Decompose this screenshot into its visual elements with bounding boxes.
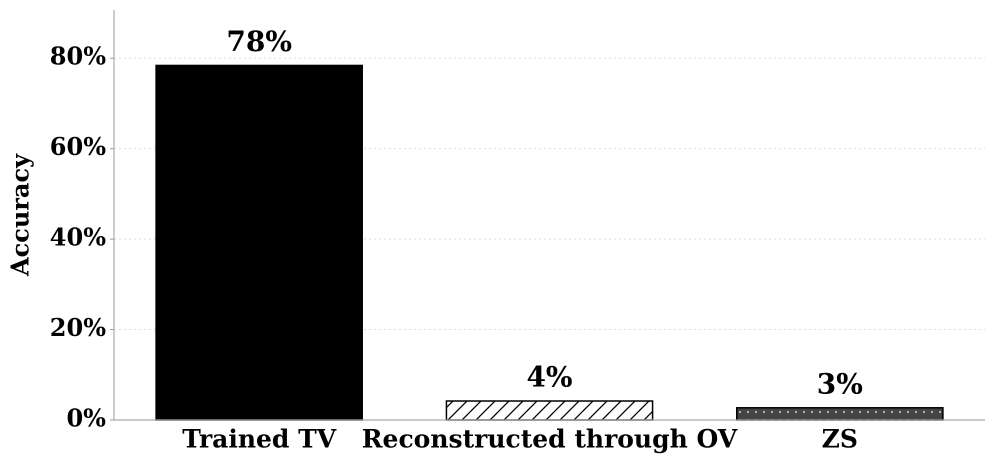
value-label: 4%	[526, 361, 572, 394]
y-tick-label: 60%	[50, 132, 106, 161]
x-tick-label: Reconstructed through OV	[362, 425, 738, 454]
bar	[155, 64, 363, 421]
x-tick-label: ZS	[822, 425, 858, 454]
value-label: 3%	[817, 367, 863, 400]
y-tick-label: 0%	[66, 404, 106, 433]
y-tick-label: 20%	[50, 313, 106, 342]
y-tick-label: 40%	[50, 223, 106, 252]
bar	[445, 400, 654, 421]
y-tick-label: 80%	[50, 42, 106, 71]
y-axis-label: Accuracy	[6, 153, 35, 277]
x-tick-label: Trained TV	[182, 425, 337, 454]
value-label: 78%	[226, 25, 292, 58]
bar	[736, 407, 944, 421]
